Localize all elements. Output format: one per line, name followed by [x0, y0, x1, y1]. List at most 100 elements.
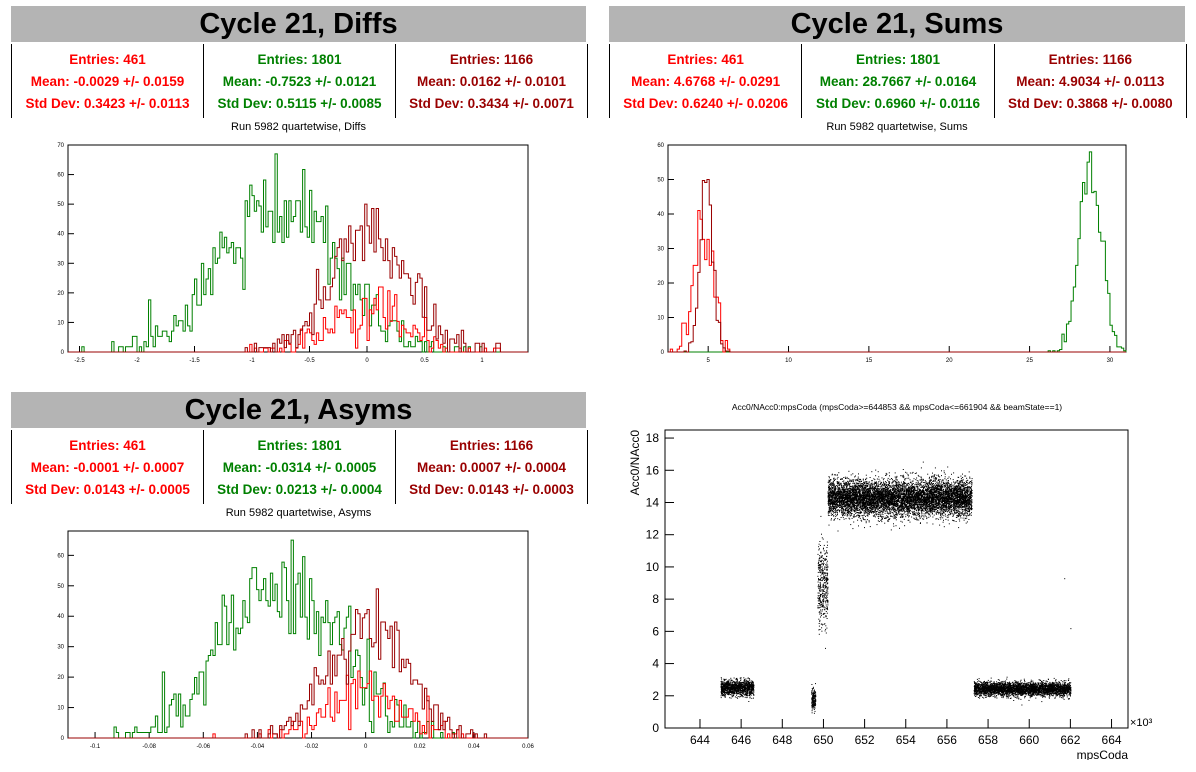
histogram-series-green: [668, 151, 1127, 353]
x-tick-label: -0.06: [196, 744, 210, 750]
stat-entries: Entries: 1166: [449, 51, 534, 67]
y-tick-label: 50: [657, 178, 664, 184]
y-tick-label: 0: [661, 350, 665, 356]
x-tick-label: -1: [249, 358, 255, 364]
y-tick-label: 30: [657, 247, 664, 253]
stat-mean: Mean: -0.0001 +/- 0.0007: [30, 459, 185, 475]
scatter-cluster: [817, 515, 829, 649]
y-tick-label: 40: [57, 232, 64, 238]
x-tick-label: 660: [1019, 733, 1039, 747]
asyms-stat-red: Entries: 461 Mean: -0.0001 +/- 0.0007 St…: [12, 430, 204, 504]
y-tick-label: 30: [57, 645, 64, 651]
x-tick-label: 656: [937, 733, 957, 747]
scatter-cluster: [973, 676, 1072, 706]
stat-entries: Entries: 461: [69, 51, 146, 67]
x-tick-label: 652: [855, 733, 875, 747]
scatter-outlier: [1064, 578, 1066, 580]
y-tick-label: 2: [652, 689, 659, 703]
y-tick-label: 6: [652, 624, 659, 638]
scatter-points: [720, 461, 1072, 714]
stat-entries: Entries: 1801: [257, 51, 342, 67]
x-tick-label: 648: [772, 733, 792, 747]
stat-entries: Entries: 1166: [449, 437, 534, 453]
scatter-cluster: [811, 683, 817, 714]
histogram-series-darkred: [68, 588, 528, 739]
sums-histogram: 0 10 20 30 40 50 60 5 10 15 20 25 30: [657, 143, 1127, 364]
plot-frame: [667, 144, 1127, 353]
x-tick-label: 0: [365, 358, 369, 364]
scatter-plot: 0 2 4 6 8 10 12 14 16 18 644 646 648 650 652 654 656 658 6…: [628, 429, 1153, 760]
x-tick-label: -0.1: [90, 744, 101, 750]
x-tick-label: 15: [866, 358, 873, 364]
diffs-stat-darkred: Entries: 1166 Mean: 0.0162 +/- 0.0101 St…: [396, 44, 587, 118]
y-tick-label: 50: [57, 584, 64, 590]
y-tick-label: 10: [57, 320, 64, 326]
stat-std: Std Dev: 0.0143 +/- 0.0003: [409, 481, 574, 497]
stat-entries: Entries: 1166: [1048, 51, 1132, 67]
x-tick-label: 658: [978, 733, 998, 747]
scatter-outlier: [1070, 628, 1072, 630]
x-tick-label: -0.02: [305, 744, 319, 750]
x-tick-label: -2: [134, 358, 140, 364]
y-tick-label: 0: [61, 350, 65, 356]
x-tick-label: 664: [1102, 733, 1122, 747]
y-tick-label: 40: [57, 614, 64, 620]
x-tick-label: -0.08: [142, 744, 156, 750]
asyms-stats: Entries: 461 Mean: -0.0001 +/- 0.0007 St…: [11, 430, 588, 504]
y-tick-label: 10: [57, 706, 64, 712]
stat-std: Std Dev: 0.3868 +/- 0.0080: [1007, 95, 1173, 111]
stat-mean: Mean: -0.0314 +/- 0.0005: [222, 459, 377, 475]
plot-frame: [67, 530, 529, 739]
y-tick-label: 10: [646, 560, 660, 574]
stat-std: Std Dev: 0.3434 +/- 0.0071: [409, 95, 574, 111]
scatter-cluster: [827, 461, 973, 532]
stat-std: Std Dev: 0.6960 +/- 0.0116: [816, 95, 980, 111]
asyms-stat-darkred: Entries: 1166 Mean: 0.0007 +/- 0.0004 St…: [396, 430, 587, 504]
y-tick-label: 60: [57, 553, 64, 559]
y-tick-label: 12: [646, 528, 660, 542]
x-tick-label: 654: [896, 733, 916, 747]
diffs-subtitle: Run 5982 quartetwise, Diffs: [231, 121, 366, 133]
x-tick-label: 5: [707, 358, 711, 364]
y-tick-label: 0: [652, 721, 659, 735]
stat-std: Std Dev: 0.6240 +/- 0.0206: [623, 95, 789, 111]
stat-mean: Mean: 4.9034 +/- 0.0113: [1016, 73, 1165, 89]
stat-entries: Entries: 461: [69, 437, 146, 453]
y-tick-label: 40: [657, 212, 664, 218]
stat-std: Std Dev: 0.5115 +/- 0.0085: [217, 95, 382, 111]
y-tick-label: 50: [57, 202, 64, 208]
x-axis-label: mpsCoda: [1077, 748, 1129, 760]
x-tick-label: 0.04: [468, 744, 480, 750]
stat-mean: Mean: -0.7523 +/- 0.0121: [222, 73, 377, 89]
y-tick-label: 20: [57, 675, 64, 681]
histogram-series-green: [68, 153, 528, 353]
stat-mean: Mean: 4.6768 +/- 0.0291: [631, 73, 781, 89]
x-tick-label: -1.5: [189, 358, 200, 364]
sums-stat-darkred: Entries: 1166 Mean: 4.9034 +/- 0.0113 St…: [995, 44, 1186, 118]
scatter-outlier: [866, 483, 868, 485]
y-tick-label: 60: [57, 173, 64, 179]
diffs-stats: Entries: 461 Mean: -0.0029 +/- 0.0159 St…: [11, 44, 588, 118]
diffs-histogram: 0 10 20 30 40 50 60 70 -2.5 -2 -1.5 -1 -0.5 0 0.5 1: [57, 143, 529, 364]
diffs-stat-green: Entries: 1801 Mean: -0.7523 +/- 0.0121 S…: [204, 44, 396, 118]
sums-title: Cycle 21, Sums: [609, 6, 1185, 42]
histogram-series-darkred: [668, 179, 1126, 353]
x-tick-label: 30: [1107, 358, 1114, 364]
y-tick-label: 60: [657, 143, 664, 149]
x-tick-label: -0.04: [251, 744, 265, 750]
plot-frame: [67, 144, 529, 353]
y-tick-label: 4: [652, 657, 659, 671]
y-tick-label: 10: [657, 316, 664, 322]
asyms-histogram: 0 10 20 30 40 50 60 -0.1 -0.08 -0.06 -0.04 -0.02 0 0.…: [57, 530, 534, 750]
scatter-outlier: [899, 486, 901, 488]
x-tick-label: 646: [731, 733, 751, 747]
scatter-title: Acc0/NAcc0:mpsCoda (mpsCoda>=644853 && m…: [731, 402, 1063, 412]
y-tick-label: 20: [657, 281, 664, 287]
sums-stats: Entries: 461 Mean: 4.6768 +/- 0.0291 Std…: [609, 44, 1187, 118]
histogram-series-darkred: [68, 203, 528, 353]
x-tick-label: 1: [480, 358, 484, 364]
x-tick-label: -2.5: [74, 358, 85, 364]
stat-mean: Mean: 0.0007 +/- 0.0004: [417, 459, 566, 475]
asyms-subtitle: Run 5982 quartetwise, Asyms: [225, 507, 372, 519]
y-tick-label: 14: [646, 495, 660, 509]
